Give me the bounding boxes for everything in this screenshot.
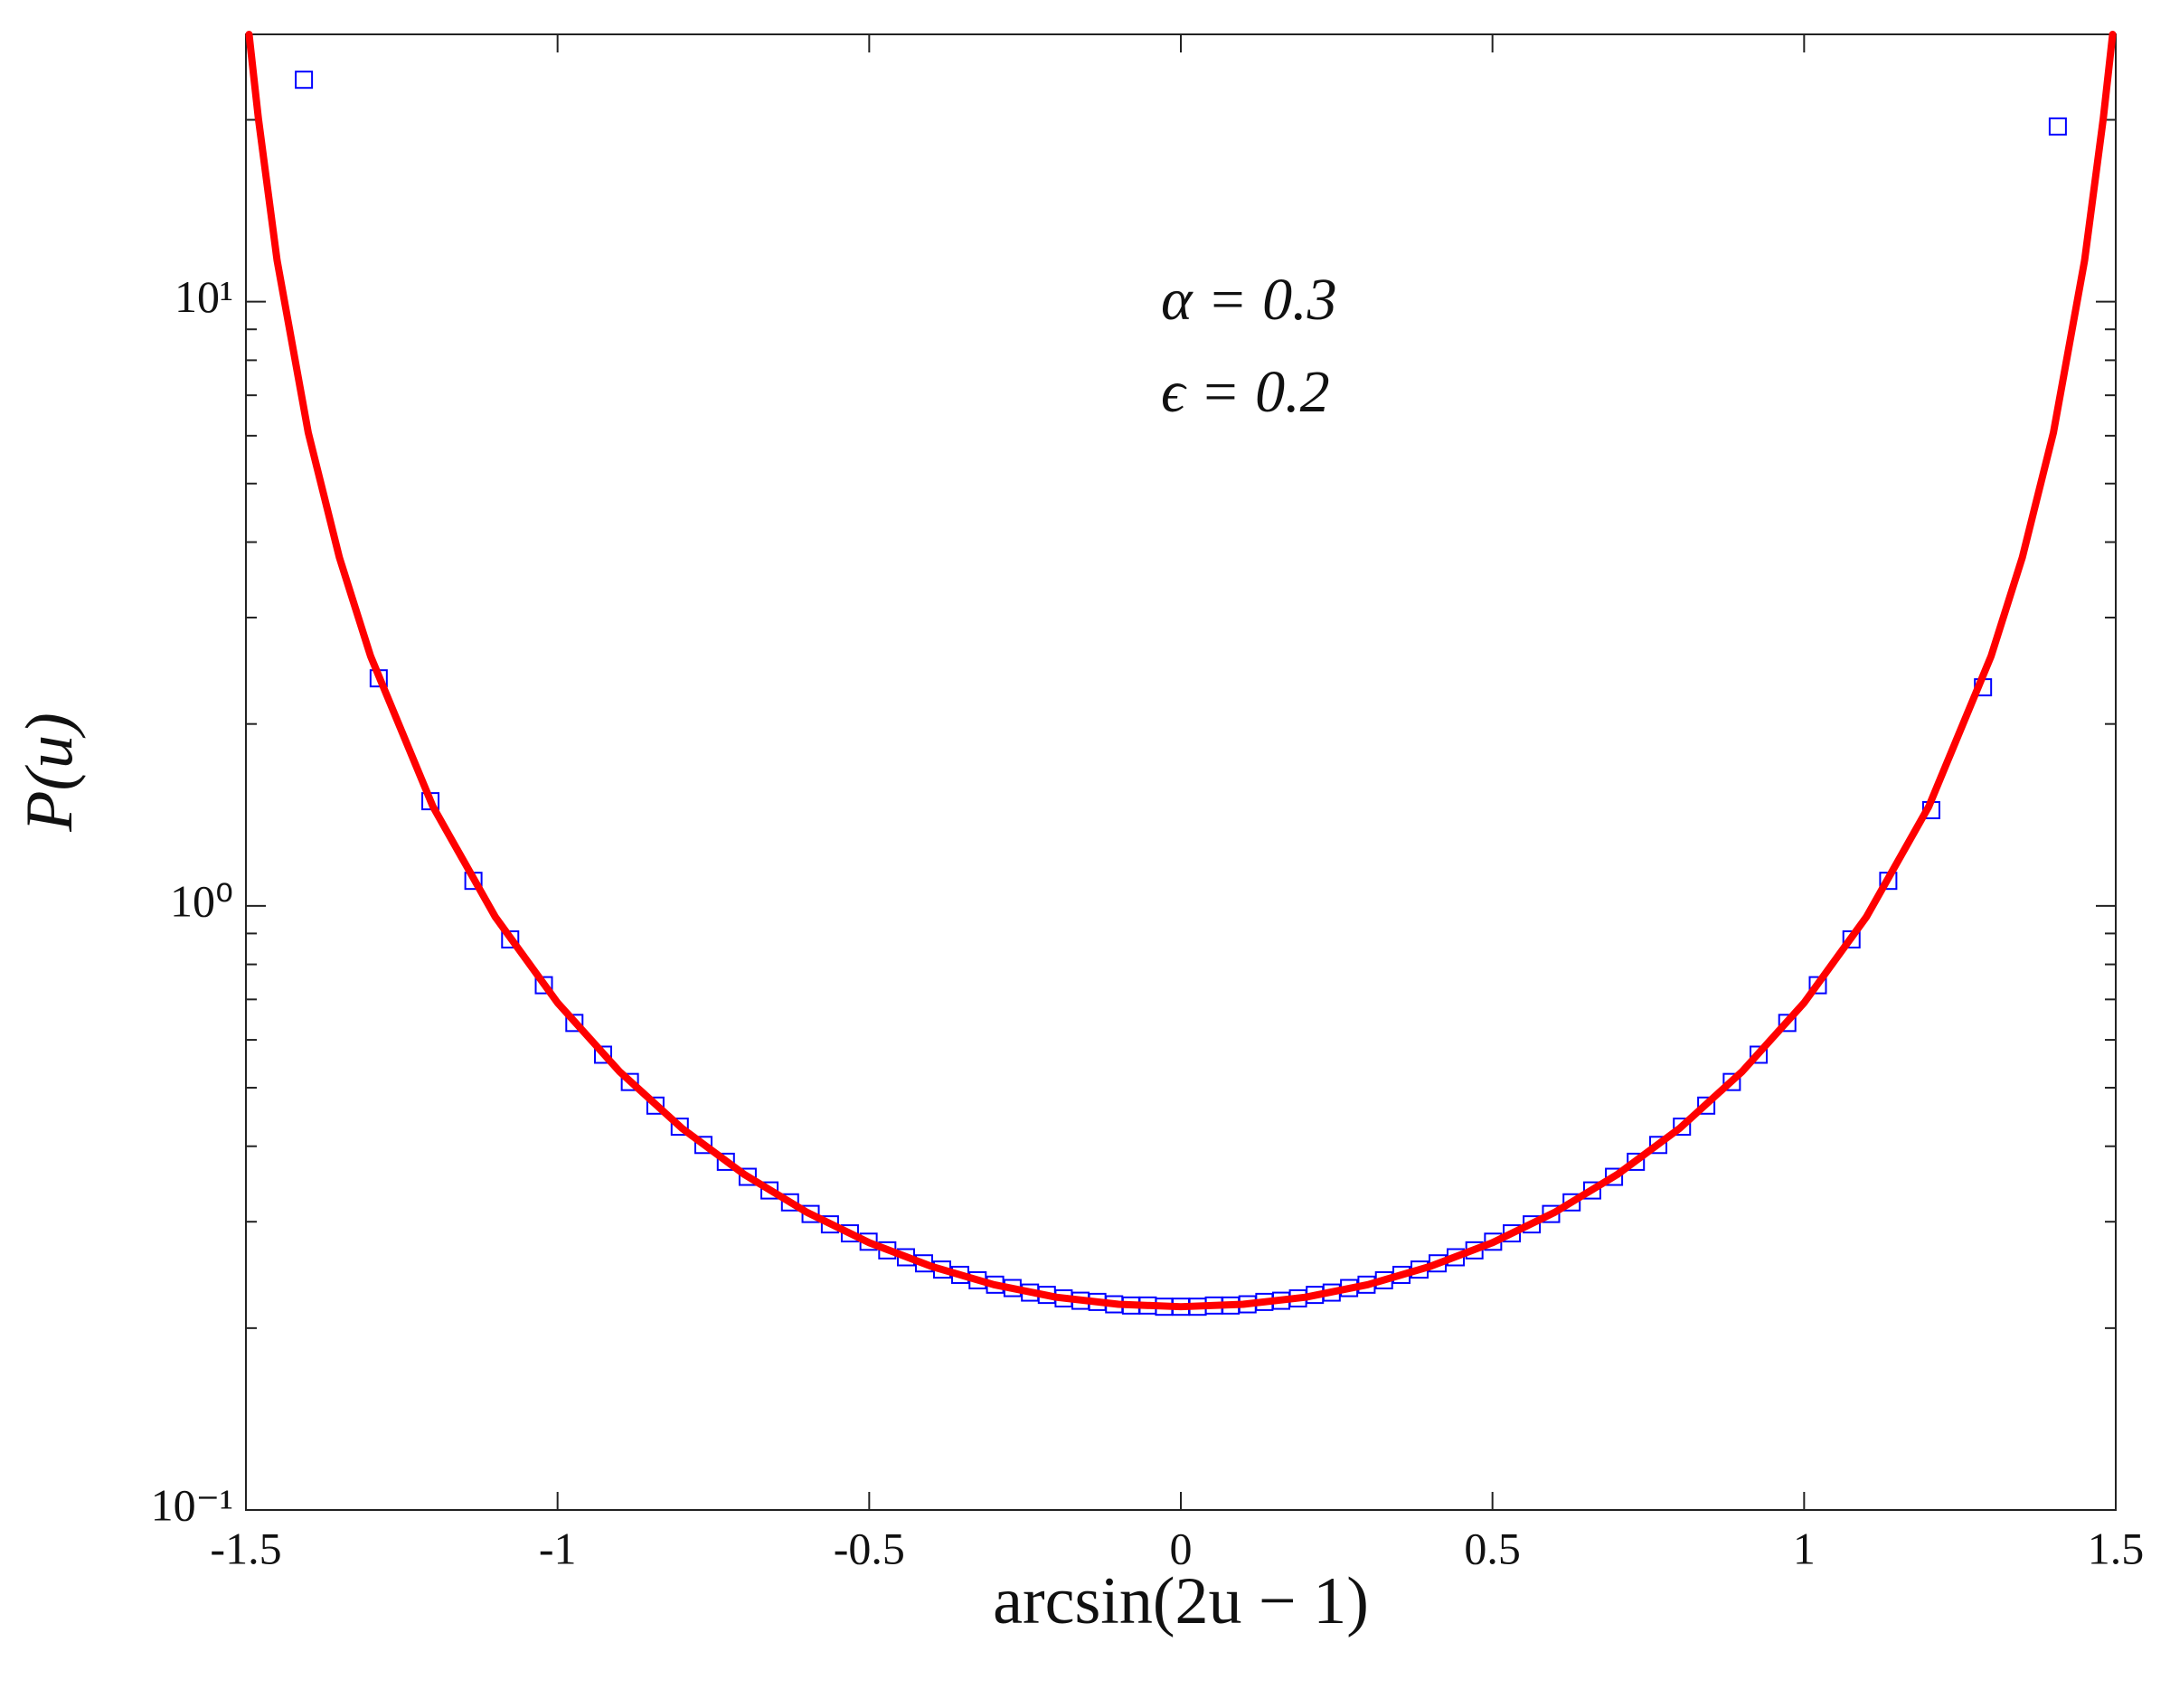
x-tick-label: -0.5 bbox=[834, 1523, 905, 1573]
x-tick-label: -1 bbox=[539, 1523, 577, 1573]
annotation: α = 0.3 bbox=[1161, 267, 1337, 333]
data-point bbox=[1605, 1167, 1624, 1186]
data-point bbox=[565, 1014, 584, 1033]
data-point bbox=[780, 1193, 799, 1212]
data-point bbox=[1808, 976, 1827, 995]
data-point bbox=[1542, 1204, 1561, 1223]
data-point bbox=[620, 1072, 639, 1091]
data-point bbox=[693, 1136, 712, 1155]
data-point bbox=[801, 1204, 820, 1223]
x-tick-label: 0.5 bbox=[1464, 1523, 1521, 1573]
data-point bbox=[295, 71, 314, 90]
data-point bbox=[1627, 1152, 1646, 1171]
data-point bbox=[501, 929, 520, 948]
data-point bbox=[1722, 1072, 1741, 1091]
data-point bbox=[738, 1167, 757, 1186]
data-point bbox=[593, 1045, 612, 1064]
x-tick-label: 1 bbox=[1793, 1523, 1816, 1573]
data-point bbox=[716, 1152, 735, 1171]
annotation: ϵ = 0.2 bbox=[1161, 359, 1330, 425]
plot-frame bbox=[245, 33, 2117, 1511]
fit-line bbox=[245, 31, 2117, 1311]
data-point bbox=[1673, 1118, 1692, 1137]
x-tick-label: -1.5 bbox=[210, 1523, 281, 1573]
data-point bbox=[1562, 1193, 1581, 1212]
data-point bbox=[646, 1096, 665, 1115]
data-point bbox=[1778, 1014, 1797, 1033]
data-point bbox=[1649, 1136, 1668, 1155]
data-point bbox=[1842, 929, 1861, 948]
y-axis-label: P(u) bbox=[13, 712, 87, 833]
data-point bbox=[534, 976, 553, 995]
x-axis-label: arcsin(2u − 1) bbox=[993, 1564, 1369, 1638]
data-point bbox=[1750, 1045, 1769, 1064]
x-tick-label: 0 bbox=[1170, 1523, 1193, 1573]
y-tick-label: 10⁰ bbox=[170, 875, 233, 926]
x-tick-label: 1.5 bbox=[2088, 1523, 2145, 1573]
y-tick-label: 10⁻¹ bbox=[151, 1479, 233, 1530]
data-point bbox=[1697, 1096, 1716, 1115]
data-point bbox=[670, 1118, 689, 1137]
data-point bbox=[2048, 117, 2067, 136]
y-tick-label: 10¹ bbox=[175, 271, 233, 322]
